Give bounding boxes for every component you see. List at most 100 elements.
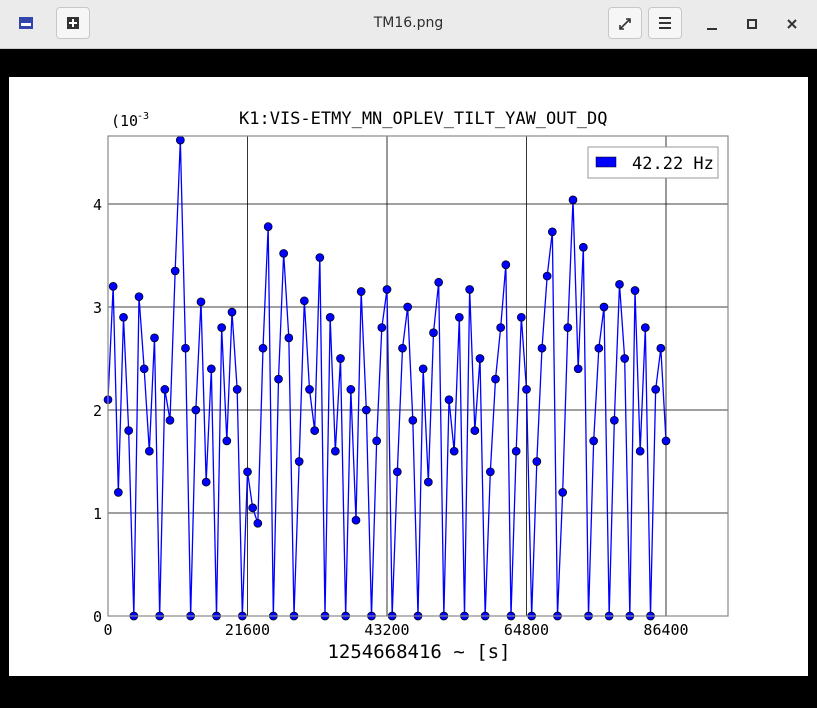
data-point (418, 364, 428, 374)
data-point (382, 285, 392, 294)
data-point (434, 277, 444, 287)
y-tick-label: 3 (93, 299, 102, 317)
data-point (206, 364, 216, 374)
data-point (144, 446, 154, 456)
data-point (589, 436, 599, 446)
fullscreen-button[interactable] (608, 7, 642, 39)
data-point (294, 457, 304, 466)
data-point (196, 297, 206, 307)
data-point (522, 385, 531, 394)
data-point (165, 415, 175, 425)
data-point (227, 307, 237, 317)
data-point (454, 312, 464, 322)
chart: K1:VIS-ETMY_MN_OPLEV_TILT_YAW_OUT_DQ (10… (9, 77, 808, 676)
data-point (124, 426, 134, 435)
data-point (392, 467, 402, 477)
data-point (615, 279, 624, 289)
y-tick-label: 2 (93, 402, 102, 420)
data-point (511, 446, 521, 456)
data-point (356, 287, 366, 296)
legend-swatch (595, 156, 617, 168)
x-tick-label: 21600 (225, 621, 270, 639)
data-point (134, 292, 144, 302)
x-tick-label: 86400 (643, 621, 688, 639)
chart-title: K1:VIS-ETMY_MN_OPLEV_TILT_YAW_OUT_DQ (239, 109, 607, 129)
data-point (351, 515, 361, 525)
data-point (243, 467, 252, 477)
data-point (139, 364, 149, 374)
title-bar: TM16.png (0, 0, 817, 49)
new-button[interactable] (56, 7, 90, 39)
data-point (516, 312, 526, 322)
data-point (377, 323, 387, 332)
x-tick-label: 0 (103, 621, 112, 639)
data-point (217, 323, 227, 332)
legend-label: 42.22 Hz (632, 154, 714, 174)
data-point (222, 436, 232, 446)
data-point (284, 333, 294, 343)
data-point (532, 457, 542, 466)
data-point (558, 488, 568, 497)
data-point (542, 271, 552, 281)
data-point (170, 266, 180, 276)
window-controls[interactable] (700, 14, 810, 34)
data-point (279, 249, 289, 258)
data-point (429, 328, 438, 338)
data-point (547, 227, 557, 237)
data-point (325, 312, 335, 322)
data-point (403, 302, 413, 312)
data-point (485, 467, 495, 477)
data-point (594, 343, 604, 353)
data-point (175, 135, 185, 145)
data-point (563, 323, 573, 332)
data-point (408, 415, 418, 425)
x-axis-label: 1254668416 ~ [s] (327, 641, 510, 663)
y-tick-label: 1 (93, 505, 102, 523)
data-point (465, 285, 475, 294)
data-point (656, 343, 666, 353)
data-point (113, 488, 123, 497)
data-point (470, 426, 480, 435)
data-point (609, 415, 619, 425)
menu-button[interactable] (648, 7, 682, 39)
data-point (423, 477, 433, 487)
data-point (398, 343, 407, 353)
data-point (361, 405, 371, 415)
data-point (336, 354, 345, 363)
data-point (475, 354, 485, 363)
data-point (449, 446, 459, 456)
data-point (201, 477, 211, 487)
data-point (346, 385, 356, 394)
data-point (253, 518, 263, 528)
x-tick-label: 64800 (504, 621, 549, 639)
data-point (496, 323, 506, 332)
data-point (372, 436, 382, 446)
y-tick-label: 0 (93, 608, 102, 626)
data-point (181, 343, 190, 353)
data-point (661, 436, 671, 446)
data-point (578, 242, 588, 252)
data-point (191, 405, 201, 415)
data-point (310, 426, 320, 435)
y-tick-label: 4 (93, 196, 102, 214)
data-point (444, 395, 454, 405)
data-point (160, 385, 170, 394)
data-point (620, 354, 630, 363)
data-point (635, 446, 645, 456)
data-point (150, 333, 159, 343)
data-point (573, 364, 583, 374)
data-point (299, 296, 309, 306)
data-point (537, 343, 547, 353)
data-point (330, 446, 340, 456)
data-point (232, 385, 242, 394)
data-point (274, 374, 283, 384)
data-point (315, 253, 325, 262)
data-point (501, 260, 511, 270)
window-title: TM16.png (373, 15, 444, 31)
data-point (263, 222, 273, 231)
data-point (119, 312, 128, 322)
data-point (651, 385, 661, 394)
data-point (108, 282, 118, 291)
y-scale-exponent: -3 (137, 111, 149, 122)
plot-frame (107, 135, 729, 617)
